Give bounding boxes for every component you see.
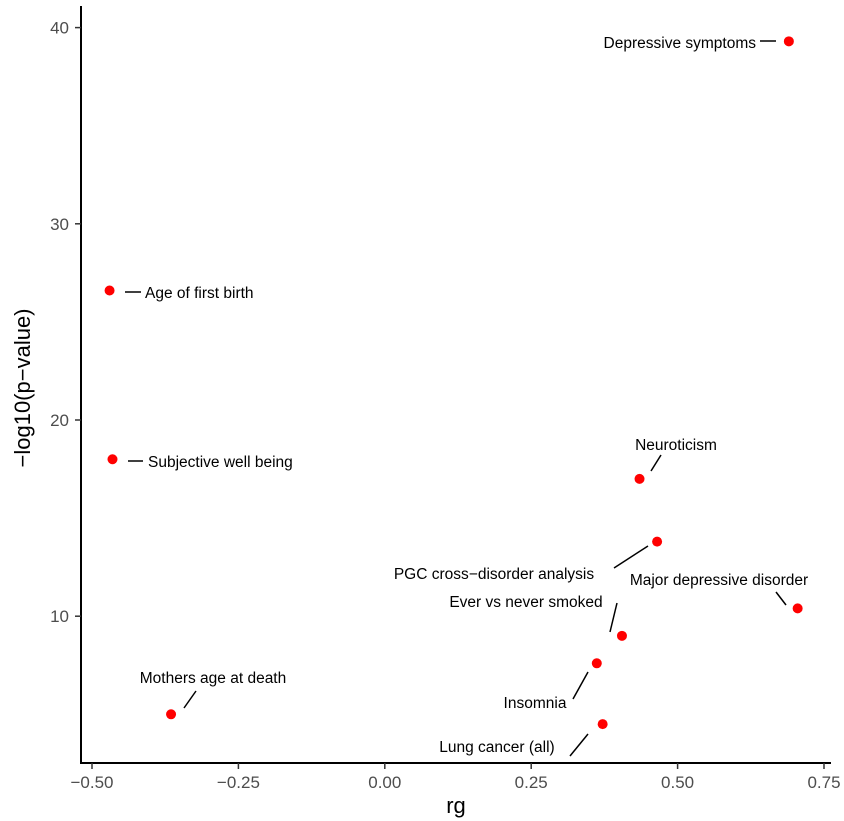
- label-leader-line: [775, 591, 787, 606]
- y-tick-label: 20: [50, 411, 69, 430]
- y-tick-label: 40: [50, 19, 69, 38]
- axes: [80, 6, 831, 764]
- x-tick-label: 0.00: [368, 773, 401, 792]
- data-point: [783, 36, 794, 47]
- data-point-label: Age of first birth: [145, 285, 254, 302]
- label-leaders: [125, 40, 787, 757]
- data-point-label: Depressive symptoms: [604, 35, 757, 52]
- x-ticks: −0.50 −0.25 0.00 0.25 0.50 0.75: [70, 763, 841, 792]
- data-point: [104, 285, 115, 296]
- x-tick-label: −0.50: [70, 773, 113, 792]
- data-point: [616, 630, 627, 641]
- y-axis-title: −log10(p−value): [10, 308, 35, 467]
- x-tick-label: −0.25: [217, 773, 260, 792]
- data-point: [634, 473, 645, 484]
- x-axis-title: rg: [446, 793, 466, 818]
- data-point-label: Subjective well being: [148, 454, 293, 471]
- data-point: [107, 454, 118, 465]
- y-tick-label: 10: [50, 607, 69, 626]
- data-point-label: Major depressive disorder: [630, 572, 808, 589]
- data-points: [104, 36, 803, 730]
- x-tick-label: 0.50: [661, 773, 694, 792]
- data-point-label: Insomnia: [504, 695, 567, 712]
- point-labels: Depressive symptoms Age of first birth Sub…: [140, 35, 808, 756]
- data-point-label: PGC cross−disorder analysis: [394, 566, 595, 583]
- data-point-label: Mothers age at death: [140, 670, 287, 687]
- x-tick-label: 0.75: [807, 773, 840, 792]
- label-leader-line: [572, 671, 589, 700]
- y-ticks: 10 20 30 40: [50, 19, 81, 626]
- data-point-label: Neuroticism: [635, 437, 717, 454]
- data-point: [597, 719, 608, 730]
- data-point-label: Lung cancer (all): [439, 739, 554, 756]
- x-tick-label: 0.25: [515, 773, 548, 792]
- label-leader-line: [569, 733, 589, 757]
- data-point: [652, 536, 663, 547]
- data-point-label: Ever vs never smoked: [449, 594, 602, 611]
- y-tick-label: 30: [50, 215, 69, 234]
- label-leader-line: [613, 545, 649, 569]
- label-leader-line: [183, 690, 197, 709]
- data-point: [591, 658, 602, 669]
- data-point: [166, 709, 177, 720]
- label-leader-line: [650, 454, 662, 472]
- data-point: [792, 603, 803, 614]
- label-leader-line: [609, 602, 618, 633]
